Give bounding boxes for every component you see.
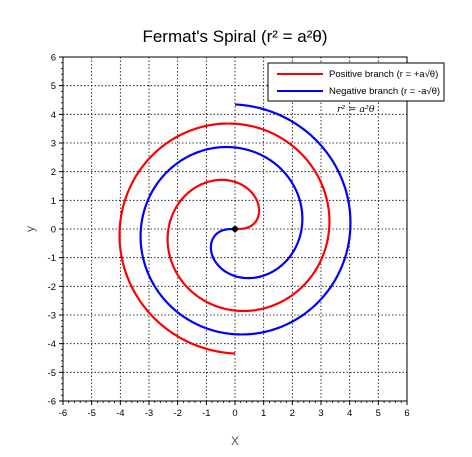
y-tick-label: 3 (51, 139, 56, 150)
y-tick-label: 6 (51, 53, 56, 64)
x-tick-label: -2 (173, 408, 181, 419)
x-axis-label: X (231, 434, 239, 448)
x-tick-label: -5 (87, 408, 95, 419)
x-tick-label: -4 (116, 408, 124, 419)
y-tick-label: -3 (48, 311, 56, 322)
x-tick-label: 0 (232, 408, 237, 419)
y-tick-label: -4 (48, 339, 56, 350)
x-tick-label: 1 (261, 408, 266, 419)
x-tick-label: 6 (404, 408, 409, 419)
chart-title: Fermat's Spiral (r² = a²θ) (142, 27, 327, 46)
x-tick-label: 5 (376, 408, 381, 419)
origin-marker (232, 226, 238, 232)
x-tick-label: -6 (59, 408, 67, 419)
y-tick-label: -5 (48, 368, 56, 379)
series-layer (118, 103, 352, 355)
y-tick-label: -6 (48, 397, 56, 408)
positive-branch-line (118, 122, 331, 355)
plot-area (59, 56, 408, 405)
negative-branch-line (139, 103, 352, 336)
y-tick-label: 1 (51, 196, 56, 207)
y-tick-label: 0 (51, 225, 56, 236)
y-tick-label: 5 (51, 81, 56, 92)
legend-label-negative: Negative branch (r = -a√θ) (329, 86, 440, 97)
legend-label-positive: Positive branch (r = +a√θ) (329, 69, 438, 80)
y-tick-label: 4 (51, 110, 56, 121)
x-tick-label: -1 (202, 408, 210, 419)
y-tick-label: 2 (51, 167, 56, 178)
tick-marks (59, 56, 408, 405)
x-tick-label: 4 (347, 408, 352, 419)
equation-annotation: r² = a²θ (337, 104, 375, 115)
x-tick-label: 3 (318, 408, 323, 419)
x-tick-label: 2 (290, 408, 295, 419)
legend: Positive branch (r = +a√θ) Negative bran… (267, 62, 445, 102)
x-tick-labels: -6 -5 -4 -3 -2 -1 0 1 2 3 4 5 6 (59, 408, 410, 419)
y-tick-label: -2 (48, 282, 56, 293)
x-tick-label: -3 (145, 408, 153, 419)
y-axis-label: y (23, 226, 37, 232)
legend-box (267, 62, 445, 102)
y-tick-labels: -6 -5 -4 -3 -2 -1 0 1 2 3 4 5 6 (48, 53, 56, 408)
y-tick-label: -1 (48, 253, 56, 264)
